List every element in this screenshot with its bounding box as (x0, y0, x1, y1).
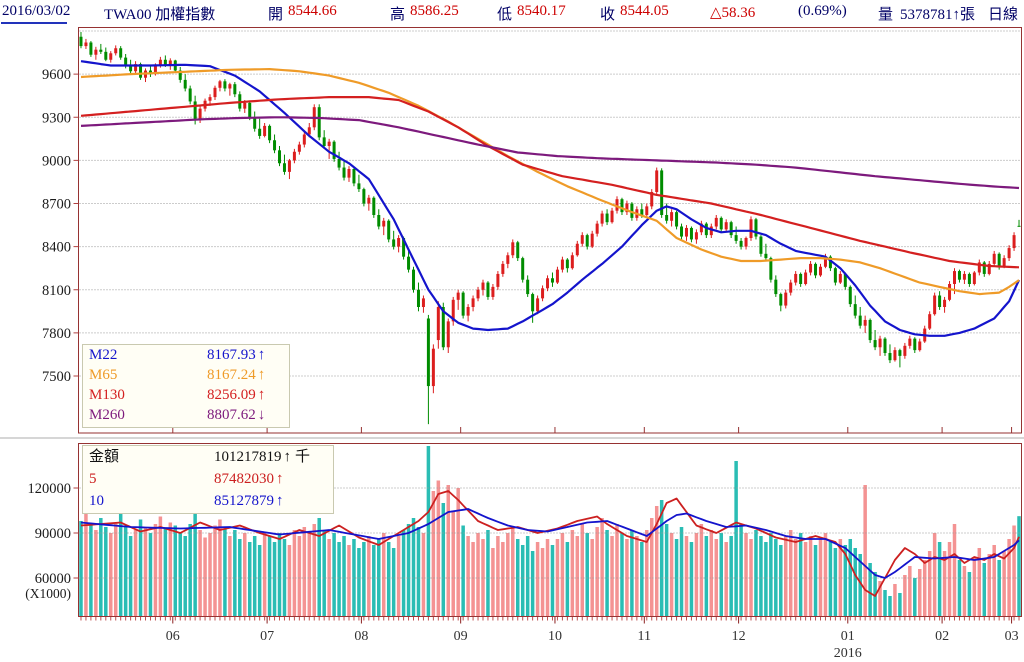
volume-value: 5378781↑張 (900, 7, 976, 23)
ma-value: 8807.62 (207, 407, 256, 423)
volume-legend-row: 金額 101217819 ↑ 千 (83, 446, 333, 468)
volume-legend-row: 5 87482030 ↑ (83, 468, 333, 490)
up-arrow-icon: ↑ (257, 387, 266, 403)
ma-label: M130 (89, 387, 125, 403)
svg-text:8400: 8400 (42, 240, 71, 256)
volume-ma5-label: 5 (89, 471, 97, 487)
ma-value: 8167.93 (207, 347, 256, 363)
volume-label: 量 (878, 7, 894, 23)
ma-label: M260 (89, 407, 125, 423)
svg-text:7500: 7500 (42, 369, 71, 385)
svg-text:90000: 90000 (35, 526, 71, 542)
symbol-name: TWA00 加權指數 (104, 7, 216, 23)
up-arrow-icon: ↑ (276, 471, 284, 487)
down-arrow-icon: ↓ (257, 407, 266, 423)
up-arrow-icon: ↑ (257, 367, 266, 383)
volume-amount-label: 金額 (89, 449, 120, 465)
ma-legend-row: M260 8807.62 ↓ (83, 405, 289, 425)
open-label: 開 (268, 7, 284, 23)
ma-legend-row: M65 8167.24 ↑ (83, 365, 289, 385)
open-value: 8544.66 (288, 3, 337, 19)
up-arrow-icon: ↑ (276, 493, 284, 509)
close-value: 8544.05 (620, 3, 669, 19)
volume-ma5-value: 87482030 (214, 471, 274, 487)
high-value: 8586.25 (410, 3, 459, 19)
svg-text:01: 01 (841, 629, 855, 644)
volume-ma10-label: 10 (89, 493, 104, 509)
ma-label: M65 (89, 367, 118, 383)
ma-value: 8167.24 (207, 367, 256, 383)
close-label: 收 (600, 7, 616, 23)
quote-date: 2016/03/02 (2, 3, 71, 19)
svg-text:02: 02 (935, 629, 949, 644)
volume-legend-row: 10 85127879 ↑ (83, 490, 333, 512)
low-label: 低 (497, 7, 513, 23)
svg-text:08: 08 (354, 629, 368, 644)
svg-text:9300: 9300 (42, 110, 71, 126)
ma-legend: M22 8167.93 ↑ M65 8167.24 ↑ M130 8256.09 ↑ M26… (82, 344, 290, 428)
svg-text:9000: 9000 (42, 153, 71, 169)
svg-text:11: 11 (638, 629, 651, 644)
svg-text:8100: 8100 (42, 283, 71, 299)
change-percent: (0.69%) (798, 3, 847, 19)
ma-label: M22 (89, 347, 118, 363)
svg-text:7800: 7800 (42, 326, 71, 342)
svg-text:10: 10 (548, 629, 562, 644)
svg-text:06: 06 (166, 629, 180, 644)
volume-amount-value: 101217819 (214, 449, 282, 465)
volume-ma10-value: 85127879 (214, 493, 274, 509)
ma-legend-row: M22 8167.93 ↑ (83, 345, 289, 365)
svg-text:120000: 120000 (28, 481, 72, 497)
volume-legend: 金額 101217819 ↑ 千 5 87482030 ↑ 10 85127879 ↑ (82, 445, 334, 514)
svg-text:09: 09 (454, 629, 468, 644)
high-label: 高 (390, 7, 406, 23)
svg-text:12: 12 (732, 629, 746, 644)
period-selector[interactable]: 日線 (988, 7, 1019, 23)
svg-text:(X1000): (X1000) (25, 586, 71, 601)
pane-separator (0, 437, 1024, 439)
up-arrow-icon: ↑ (283, 449, 292, 465)
svg-text:2016: 2016 (834, 646, 862, 661)
volume-unit: 千 (295, 449, 311, 465)
svg-text:9600: 9600 (42, 67, 71, 83)
svg-text:60000: 60000 (35, 571, 71, 587)
svg-text:03: 03 (1005, 629, 1019, 644)
ma-value: 8256.09 (207, 387, 256, 403)
ma-legend-row: M130 8256.09 ↑ (83, 385, 289, 405)
svg-text:8700: 8700 (42, 197, 71, 213)
date-underline (1, 22, 67, 24)
change-value: △58.36 (710, 5, 756, 21)
low-value: 8540.17 (517, 3, 566, 19)
up-arrow-icon: ↑ (257, 347, 266, 363)
svg-text:07: 07 (260, 629, 274, 644)
